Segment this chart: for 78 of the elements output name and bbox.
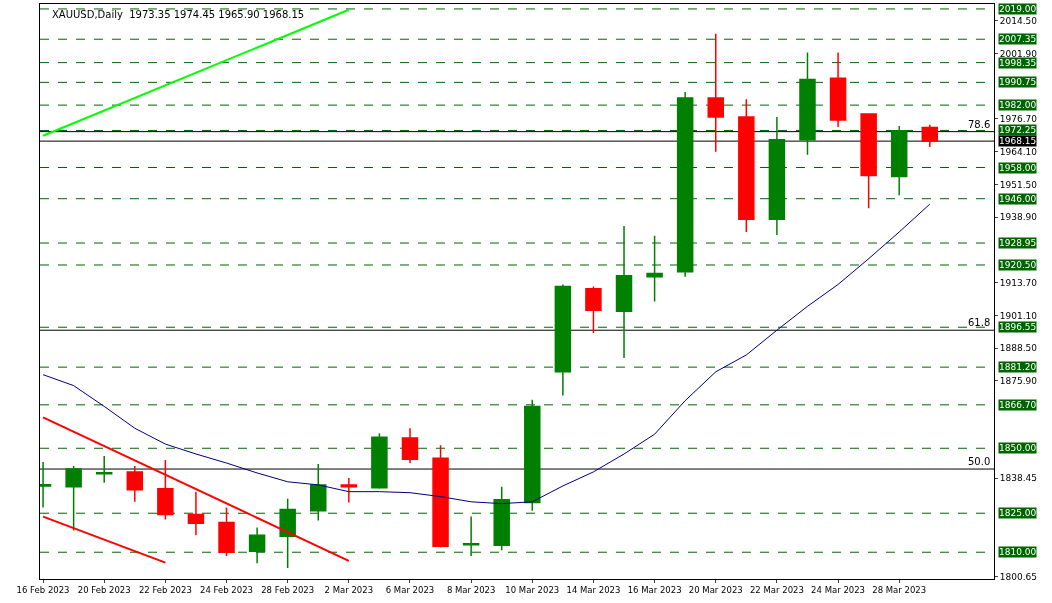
candlestick [738, 98, 755, 233]
candlestick [493, 485, 510, 551]
x-tick-label: 28 Feb 2023 [261, 585, 315, 596]
candlestick [707, 32, 724, 153]
y-tick-label: 1951.50 [999, 179, 1038, 190]
y-tick-label: 1913.70 [999, 277, 1038, 288]
candlestick [157, 459, 174, 521]
y-tick-label: 1964.10 [999, 146, 1038, 157]
x-tick-label: 22 Feb 2023 [138, 585, 192, 596]
candlestick [371, 432, 388, 490]
candlestick [126, 465, 144, 503]
ref-line-label: 1968.15 [999, 136, 1037, 146]
candlestick [890, 125, 908, 197]
candlestick [799, 51, 816, 156]
candlestick [401, 427, 419, 464]
candlestick [218, 506, 235, 557]
ref-line-label: 1825.00 [999, 508, 1037, 518]
ref-line-label: 1982.00 [999, 100, 1037, 110]
candlestick [65, 465, 82, 532]
candlestick [829, 51, 847, 128]
y-tick-label: 1838.45 [999, 473, 1038, 484]
ref-line-label: 2019.00 [999, 4, 1037, 14]
candlestick [95, 455, 113, 484]
candlestick [340, 477, 358, 504]
y-tick-label: 1800.65 [999, 571, 1038, 582]
candlestick [524, 398, 541, 512]
candlestick [187, 490, 205, 537]
ref-line-label: 1866.70 [999, 400, 1037, 410]
x-tick-label: 22 Mar 2023 [749, 585, 804, 596]
x-tick-label: 24 Feb 2023 [200, 585, 253, 596]
ref-line-label: 1850.00 [999, 443, 1037, 453]
x-tick-label: 10 Mar 2023 [505, 585, 560, 596]
x-tick-label: 24 Mar 2023 [811, 585, 866, 596]
annotation: 78.6 [968, 119, 991, 130]
x-tick-label: 6 Mar 2023 [385, 585, 435, 596]
candlestick [646, 235, 663, 303]
candlestick [554, 283, 572, 397]
x-tick-label: 2 Mar 2023 [324, 585, 374, 596]
ref-line-label: 2007.35 [999, 34, 1037, 44]
x-tick-label: 16 Feb 2023 [16, 585, 70, 596]
x-tick-label: 20 Feb 2023 [77, 585, 131, 596]
ref-line-label: 1972.25 [999, 125, 1037, 135]
candlestick [921, 123, 939, 148]
ref-line-label: 1810.00 [999, 547, 1037, 557]
line-series [42, 203, 931, 505]
y-tick-label: 2014.50 [999, 15, 1038, 26]
y-tick-label: 2001.90 [999, 48, 1038, 59]
x-tick-label: 8 Mar 2023 [446, 585, 496, 596]
candlestick [768, 116, 786, 236]
candlestick [585, 285, 602, 334]
y-tick-label: 1901.10 [999, 310, 1038, 321]
candlestick [279, 497, 296, 569]
candlestick [615, 225, 633, 359]
ref-line-label: 1958.00 [999, 163, 1037, 173]
candlestick [310, 463, 327, 522]
ref-line-label: 1881.20 [999, 362, 1037, 372]
candlestick [860, 113, 877, 210]
candlestick [432, 444, 449, 549]
x-tick-label: 28 Mar 2023 [872, 585, 927, 596]
x-tick-label: 20 Mar 2023 [688, 585, 743, 596]
y-tick-label: 1888.50 [999, 343, 1038, 354]
annotation: 61.8 [968, 317, 991, 328]
candlestick [248, 526, 266, 564]
x-tick-label: 16 Mar 2023 [627, 585, 682, 596]
candlestick [676, 91, 694, 278]
y-tick-label: 1938.90 [999, 212, 1038, 223]
y-tick-label: 1976.70 [999, 114, 1038, 125]
y-tick-label: 1875.90 [999, 376, 1038, 387]
text: XAUUSD,Daily 1973.35 1974.45 1965.90 1968.15 [52, 9, 305, 20]
ref-line-label: 1946.00 [999, 194, 1037, 204]
candlestick [462, 515, 480, 557]
ref-line-label: 1990.75 [999, 77, 1037, 87]
ref-line-label: 1920.50 [999, 260, 1037, 270]
ref-line-label: 1896.55 [999, 322, 1037, 332]
x-tick-label: 14 Mar 2023 [566, 585, 621, 596]
ref-line-label: 1928.95 [999, 238, 1037, 248]
annotation: 50.0 [968, 456, 991, 467]
ref-line-label: 1998.35 [999, 58, 1037, 68]
